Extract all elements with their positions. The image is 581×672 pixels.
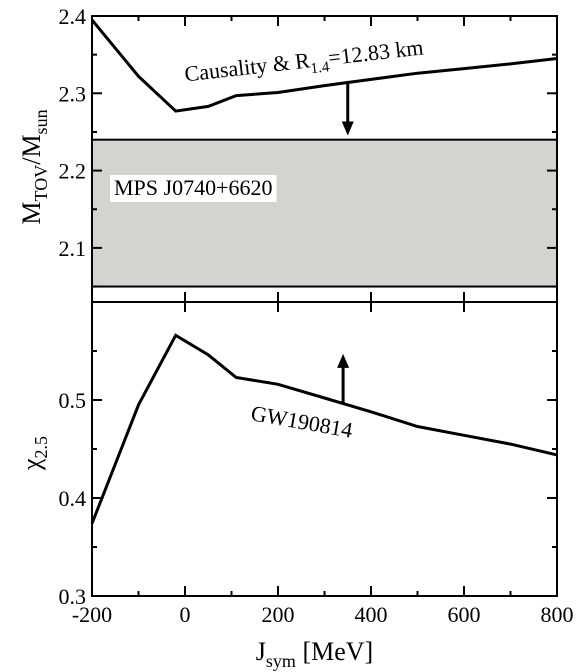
y-tick-label: 2.3 bbox=[59, 81, 87, 106]
y-tick-label: 2.2 bbox=[59, 159, 87, 184]
y-tick-label: 0.4 bbox=[59, 486, 87, 511]
annotation-gw190814: GW190814 bbox=[249, 400, 354, 442]
x-axis-label: Jsym [MeV] bbox=[256, 637, 373, 671]
bottom-panel: GW190814 0.3 0.4 0.5 -200 0 200 400 600 800 bbox=[59, 16, 574, 627]
band-label: MPS J0740+6620 bbox=[114, 175, 273, 200]
annotation-causality: Causality & R1.4=12.83 km bbox=[183, 34, 425, 91]
arrowhead-up-icon bbox=[337, 353, 350, 368]
x-tick-label: 400 bbox=[355, 602, 388, 627]
x-tick-label: 0 bbox=[180, 602, 191, 627]
bottom-y-ticks: 0.3 0.4 0.5 bbox=[59, 350, 557, 609]
x-tick-label: 800 bbox=[541, 602, 574, 627]
bottom-x-ticks: -200 0 200 400 600 800 bbox=[72, 16, 574, 627]
y-tick-label: 2.1 bbox=[59, 236, 87, 261]
annot-sub: 1.4 bbox=[310, 59, 331, 77]
y-tick-label: 0.3 bbox=[59, 584, 87, 609]
series-line-gw190814 bbox=[90, 333, 558, 525]
top-y-axis-label: MTOV/Msun bbox=[17, 109, 51, 224]
mps-band bbox=[91, 138, 558, 288]
x-tick-label: -200 bbox=[72, 602, 112, 627]
bottom-y-axis-label: χ2.5 bbox=[17, 436, 51, 471]
top-panel: MPS J0740+6620 Causality & R1.4=12.83 km… bbox=[59, 4, 558, 288]
x-tick-label: 200 bbox=[262, 602, 295, 627]
annot-main: Causality & R bbox=[183, 47, 311, 86]
annot-tail: =12.83 km bbox=[327, 34, 425, 70]
y-tick-label: 2.4 bbox=[59, 4, 87, 29]
y-tick-label: 0.5 bbox=[59, 388, 87, 413]
bottom-plot-frame bbox=[91, 301, 558, 597]
arrowhead-down-icon bbox=[341, 121, 354, 136]
x-tick-label: 600 bbox=[448, 602, 481, 627]
series-line-causality bbox=[90, 18, 558, 113]
band-label-background bbox=[110, 175, 277, 202]
top-y-ticks: 2.1 2.2 2.3 2.4 bbox=[59, 4, 557, 288]
